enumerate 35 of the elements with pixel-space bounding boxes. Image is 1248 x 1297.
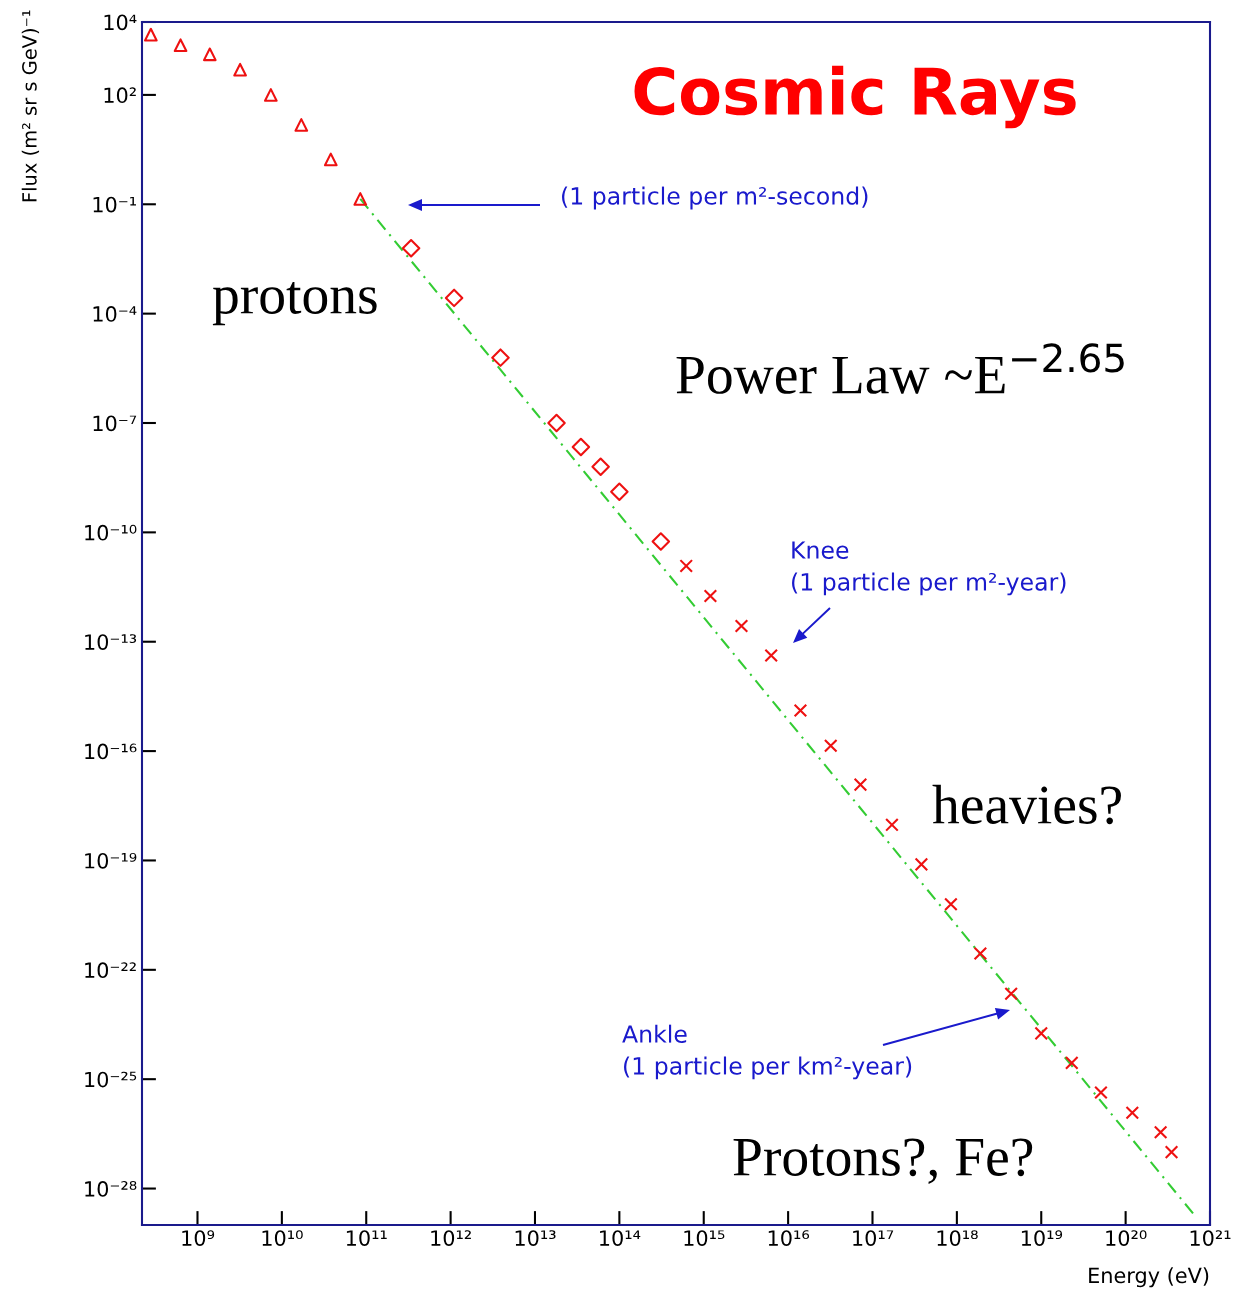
x-tick-label: 10¹⁹ [1021,1230,1063,1246]
y-tick-label: 10⁻²⁸ [85,1181,137,1197]
text: Cosmic Rays [634,65,1076,129]
x-tick-label: 10¹⁰ [262,1230,303,1246]
x-axis-title: Energy (eV) [1089,1267,1209,1288]
y-tick-label: 10⁻¹⁶ [85,743,137,760]
y-tick-label: 10⁻⁷ [93,415,137,432]
x-tick-label: 10¹² [431,1230,471,1246]
y-tick-label: 10⁻²⁵ [85,1071,137,1088]
annotation: Protons?, Fe? [733,1138,1033,1184]
x-tick-label: 10¹⁶ [768,1230,810,1246]
annotation: Ankle (1 particle per km²-year) [622,1024,912,1080]
y-tick-label: 10⁴ [104,14,137,31]
y-tick-label: 10² [104,87,136,104]
y-tick-label: 10⁻⁴ [93,306,137,322]
y-tick-label: 10⁻¹⁹ [85,852,137,869]
x-tick-label: 10¹⁷ [853,1230,894,1246]
x-tick-label: 10¹⁸ [937,1230,978,1246]
y-tick-label: 10⁻¹³ [85,634,137,650]
x-tick-label: 10¹⁴ [600,1230,641,1246]
y-axis-title: Flux (m² sr s GeV)⁻¹ [21,10,40,202]
x-tick-label: 10²¹ [1190,1230,1231,1246]
y-tick-label: 10⁻²² [85,962,136,979]
x-tick-label: 10¹⁵ [684,1230,725,1246]
annotation: protons [212,282,377,326]
annotation: Knee (1 particle per m²-year) [792,541,1066,596]
annotation: Power Law ~E$^{−2.65}$ [676,343,1124,394]
x-tick-label: 10¹³ [515,1230,556,1246]
x-tick-label: 10²⁰ [1106,1230,1147,1246]
y-tick-label: 10⁻¹ [93,196,136,213]
x-tick-label: 10¹¹ [346,1230,387,1246]
x-tick-label: 10⁹ [182,1230,215,1246]
annotation: heavies? [932,784,1121,825]
annotation: (1 particle per m²-second) [562,186,868,210]
y-tick-label: 10⁻¹⁰ [85,524,137,541]
